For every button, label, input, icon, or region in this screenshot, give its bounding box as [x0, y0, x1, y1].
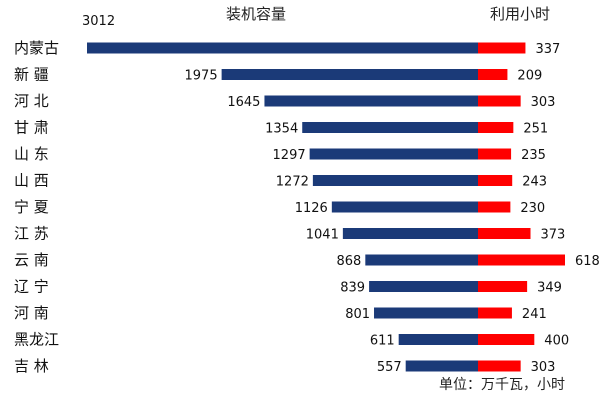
capacity-bar — [398, 334, 478, 345]
capacity-bar — [221, 69, 479, 80]
category-label: 甘 肃 — [14, 119, 49, 137]
capacity-header: 装机容量 — [226, 5, 287, 23]
hours-value-label: 618 — [575, 254, 600, 269]
hours-value-label: 303 — [531, 360, 556, 375]
hours-bar — [478, 148, 512, 160]
hours-value-label: 400 — [544, 334, 569, 349]
category-label: 山 东 — [14, 145, 49, 163]
capacity-bar — [264, 95, 478, 107]
hours-bar — [478, 175, 513, 186]
capacity-value-label: 868 — [336, 254, 361, 269]
capacity-bar — [374, 307, 478, 319]
hours-value-label: 209 — [517, 69, 542, 84]
hours-bar — [478, 122, 514, 133]
hours-bar — [478, 307, 512, 319]
hours-bar — [478, 334, 535, 345]
hours-value-label: 235 — [521, 148, 546, 163]
capacity-bar — [331, 201, 478, 213]
hours-bar — [478, 42, 526, 54]
category-label: 内蒙古 — [14, 39, 59, 57]
hours-bar — [478, 201, 511, 213]
capacity-value-label: 1645 — [227, 95, 260, 110]
hours-value-label: 251 — [523, 122, 548, 137]
capacity-value-label: 3012 — [82, 14, 115, 29]
capacity-value-label: 801 — [345, 307, 370, 322]
category-label: 河 北 — [14, 92, 49, 110]
capacity-bar — [365, 254, 478, 266]
capacity-value-label: 611 — [370, 334, 395, 349]
capacity-value-label: 1126 — [295, 201, 328, 216]
category-label: 新 疆 — [14, 66, 49, 84]
hours-value-label: 230 — [520, 201, 545, 216]
category-label: 山 西 — [14, 172, 49, 190]
hours-bar — [478, 254, 565, 266]
hours-header: 利用小时 — [490, 5, 551, 23]
capacity-bar — [312, 175, 478, 186]
capacity-bar — [87, 42, 478, 54]
category-label: 河 南 — [14, 304, 49, 322]
capacity-value-label: 1354 — [265, 122, 298, 137]
hours-bar — [478, 360, 521, 372]
hours-value-label: 241 — [522, 307, 547, 322]
category-label: 江 苏 — [14, 225, 49, 243]
hours-bar — [478, 69, 508, 80]
hours-bar — [478, 228, 531, 239]
capacity-value-label: 1297 — [273, 148, 306, 163]
capacity-bar — [369, 281, 478, 292]
category-label: 吉 林 — [14, 357, 49, 375]
hours-bar — [478, 281, 528, 292]
capacity-bar — [405, 360, 478, 372]
capacity-bar — [302, 122, 478, 133]
category-label: 云 南 — [14, 251, 49, 269]
hours-value-label: 303 — [531, 95, 556, 110]
capacity-value-label: 839 — [340, 281, 365, 296]
hours-value-label: 373 — [541, 228, 566, 243]
category-label: 辽 宁 — [14, 278, 49, 296]
unit-note: 单位：万千瓦，小时 — [439, 377, 565, 393]
capacity-value-label: 1272 — [276, 175, 309, 190]
capacity-value-label: 1975 — [185, 69, 218, 84]
category-label: 黑龙江 — [14, 331, 59, 349]
capacity-bar — [342, 228, 478, 239]
capacity-value-label: 1041 — [306, 228, 339, 243]
hours-value-label: 349 — [537, 281, 562, 296]
hours-value-label: 243 — [522, 175, 547, 190]
category-label: 宁 夏 — [14, 198, 49, 216]
capacity-bar — [309, 148, 478, 160]
hours-value-label: 337 — [535, 42, 560, 57]
capacity-value-label: 557 — [377, 360, 402, 375]
hours-bar — [478, 95, 521, 107]
